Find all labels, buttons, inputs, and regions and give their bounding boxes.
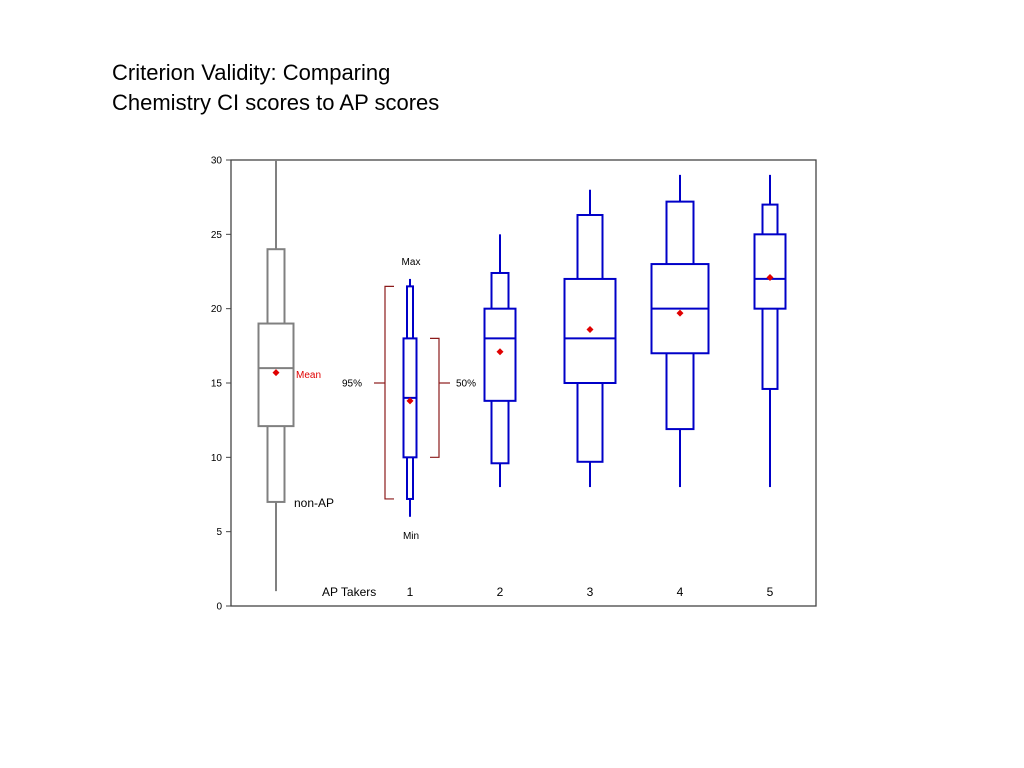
y-tick-label: 20 (211, 304, 223, 315)
mean-marker (496, 348, 504, 356)
y-tick-label: 10 (211, 453, 223, 464)
y-tick-label: 30 (211, 156, 223, 167)
y-tick-label: 5 (216, 527, 222, 538)
x-row-label: AP Takers (322, 585, 376, 599)
category-label: 3 (587, 585, 594, 599)
category-label: 1 (407, 585, 414, 599)
title-line-2: Chemistry CI scores to AP scores (112, 90, 440, 115)
bracket-95 (384, 285, 394, 500)
bracket-50 (430, 337, 440, 458)
max-label: Max (402, 257, 421, 268)
mean-marker (676, 309, 684, 317)
category-label: 2 (497, 585, 504, 599)
pct95-label: 95% (342, 379, 362, 390)
mean-label: Mean (296, 370, 321, 381)
mean-marker (406, 397, 414, 405)
mean-marker (766, 273, 774, 281)
category-label: 5 (767, 585, 774, 599)
min-label: Min (403, 531, 419, 542)
mean-marker (272, 369, 280, 377)
pct50-label: 50% (456, 379, 476, 390)
plot-frame (230, 159, 817, 607)
nonap-label: non-AP (294, 496, 334, 510)
mean-marker (586, 325, 594, 333)
y-tick-label: 15 (211, 379, 223, 390)
y-tick-label: 25 (211, 230, 223, 241)
box-50-range (753, 233, 787, 310)
title-line-1: Criterion Validity: Comparing (112, 60, 391, 85)
slide-title: Criterion Validity: Comparing Chemistry … (112, 58, 439, 118)
category-label: 4 (677, 585, 684, 599)
y-tick-label: 0 (216, 602, 222, 613)
